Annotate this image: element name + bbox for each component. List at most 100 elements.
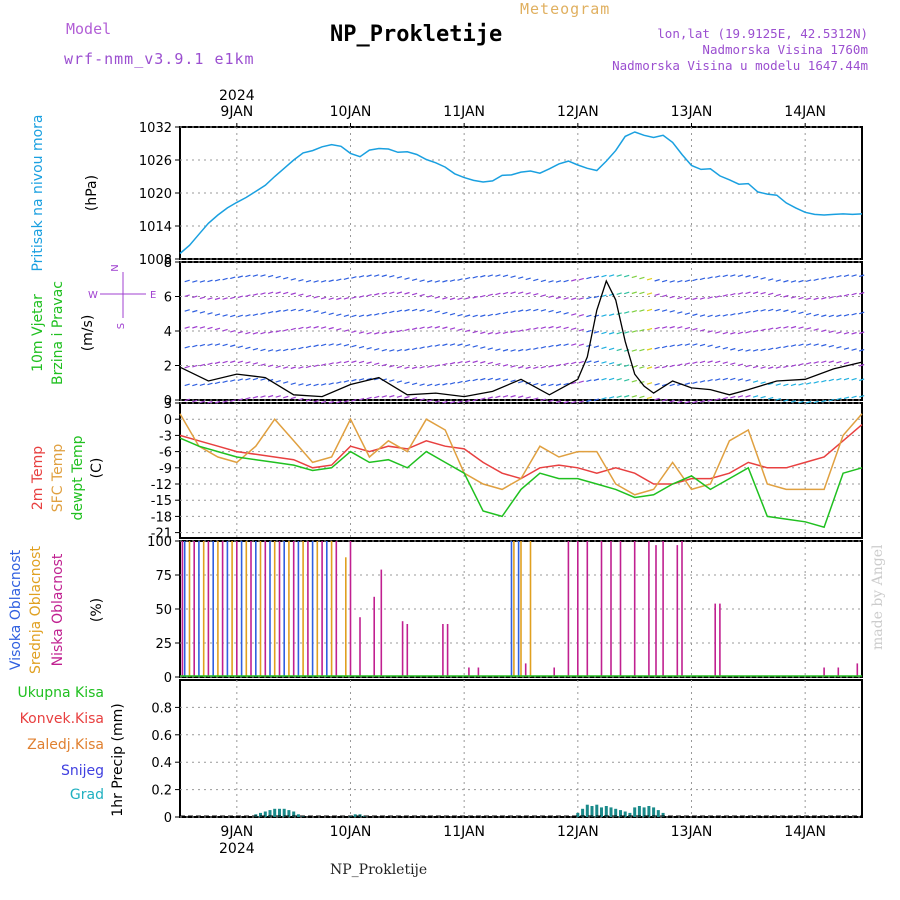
wind-arrow	[533, 366, 539, 369]
wind-arrow	[305, 279, 312, 283]
wind-arrow	[351, 344, 357, 348]
wind-arrow	[336, 343, 342, 346]
wind-arrow	[821, 296, 827, 300]
wind-arrow	[381, 274, 387, 278]
wind-arrow	[533, 308, 539, 312]
wind-arrow	[389, 291, 395, 295]
wind-arrow	[328, 312, 334, 316]
wind-arrow	[677, 343, 683, 347]
wind-arrow	[805, 382, 812, 385]
wind-arrow	[328, 343, 334, 346]
wind-arrow	[775, 293, 781, 297]
wind-arrow	[366, 377, 372, 381]
wind-arrow	[646, 382, 653, 385]
wind-arrow	[313, 295, 319, 299]
wind-arrow	[813, 328, 819, 331]
wind-arrow	[510, 394, 516, 398]
wind-arrow	[192, 309, 198, 313]
ytick-label-precip-1: 0.6	[151, 729, 172, 744]
wind-arrow	[472, 330, 478, 334]
wind-arrow	[434, 280, 440, 283]
wind-arrow	[427, 279, 433, 283]
wind-arrow	[419, 383, 425, 386]
wind-arrow	[480, 346, 486, 349]
wind-arrow	[434, 344, 440, 347]
wind-arrow	[760, 309, 766, 312]
wind-arrow	[775, 279, 781, 282]
wind-arrow	[487, 331, 493, 335]
wind-arrow	[283, 309, 289, 312]
wind-arrow	[533, 382, 539, 386]
wind-arrow	[199, 383, 206, 386]
wind-arrow	[555, 400, 562, 404]
wind-arrow	[828, 314, 834, 318]
wind-arrow	[533, 347, 539, 350]
wind-arrow	[434, 383, 440, 387]
wind-arrow	[563, 362, 569, 366]
precip-bar	[273, 808, 277, 817]
wind-arrow	[843, 396, 850, 400]
wind-arrow	[821, 343, 827, 347]
wind-arrow	[283, 366, 289, 369]
ytick-label-temperature-8: -21	[151, 527, 172, 542]
wind-arrow	[480, 294, 486, 298]
wind-arrow	[684, 326, 691, 330]
wind-arrow	[730, 313, 736, 316]
wind-arrow	[283, 291, 289, 295]
wind-arrow	[624, 274, 630, 278]
day-label-bottom-0: 9JAN	[220, 824, 253, 840]
wind-arrow	[283, 348, 289, 352]
wind-arrow	[449, 297, 456, 301]
wind-arrow	[290, 327, 296, 331]
wind-arrow	[351, 360, 357, 364]
wind-arrow	[737, 363, 744, 367]
precip-bar	[637, 806, 641, 817]
wind-arrow	[639, 366, 645, 369]
wind-arrow	[775, 383, 781, 386]
wind-arrow	[275, 349, 281, 352]
wind-arrow	[699, 400, 706, 403]
wind-arrow	[752, 365, 759, 369]
wind-arrow	[730, 347, 736, 351]
wind-arrow	[290, 382, 296, 385]
wind-arrow	[851, 395, 857, 399]
wind-arrow	[555, 383, 562, 387]
wind-arrow	[237, 295, 243, 299]
wind-arrow	[381, 331, 387, 335]
wind-arrow	[510, 275, 516, 278]
ytick-label-precip-4: 0	[164, 811, 172, 826]
wind-arrow	[548, 325, 554, 329]
wind-arrow	[389, 310, 395, 314]
wind-arrow	[548, 295, 554, 298]
wind-arrow	[457, 278, 463, 281]
wind-arrow	[336, 278, 342, 282]
ytick-label-precip-3: 0.2	[151, 784, 172, 799]
panel-frame-precip	[179, 679, 863, 818]
wind-arrow	[404, 366, 410, 369]
wind-arrow	[351, 399, 357, 402]
wind-arrow	[737, 292, 744, 295]
wind-arrow	[222, 328, 228, 332]
wind-arrow	[813, 400, 819, 404]
wind-arrow	[328, 362, 334, 365]
day-label-bottom-5: 14JAN	[784, 824, 826, 840]
day-label-top-1: 10JAN	[330, 104, 372, 120]
wind-arrow	[320, 326, 327, 329]
wind-arrow	[608, 331, 615, 335]
wind-arrow	[411, 292, 418, 296]
wind-arrow	[320, 280, 327, 283]
wind-arrow	[707, 344, 713, 348]
wind-arrow	[859, 348, 865, 352]
wind-arrow	[207, 279, 213, 283]
precip-legend-1: Konvek.Kisa	[20, 711, 104, 727]
wind-arrow	[381, 348, 387, 352]
wind-arrow	[571, 278, 577, 282]
wind-arrow	[805, 343, 812, 346]
wind-arrow	[411, 397, 418, 400]
wind-arrow	[192, 364, 198, 368]
wind-arrow	[677, 280, 683, 283]
wind-arrow	[404, 308, 410, 312]
wind-arrow	[639, 348, 645, 352]
wind-arrow	[275, 275, 281, 279]
wind-arrow	[245, 361, 251, 364]
